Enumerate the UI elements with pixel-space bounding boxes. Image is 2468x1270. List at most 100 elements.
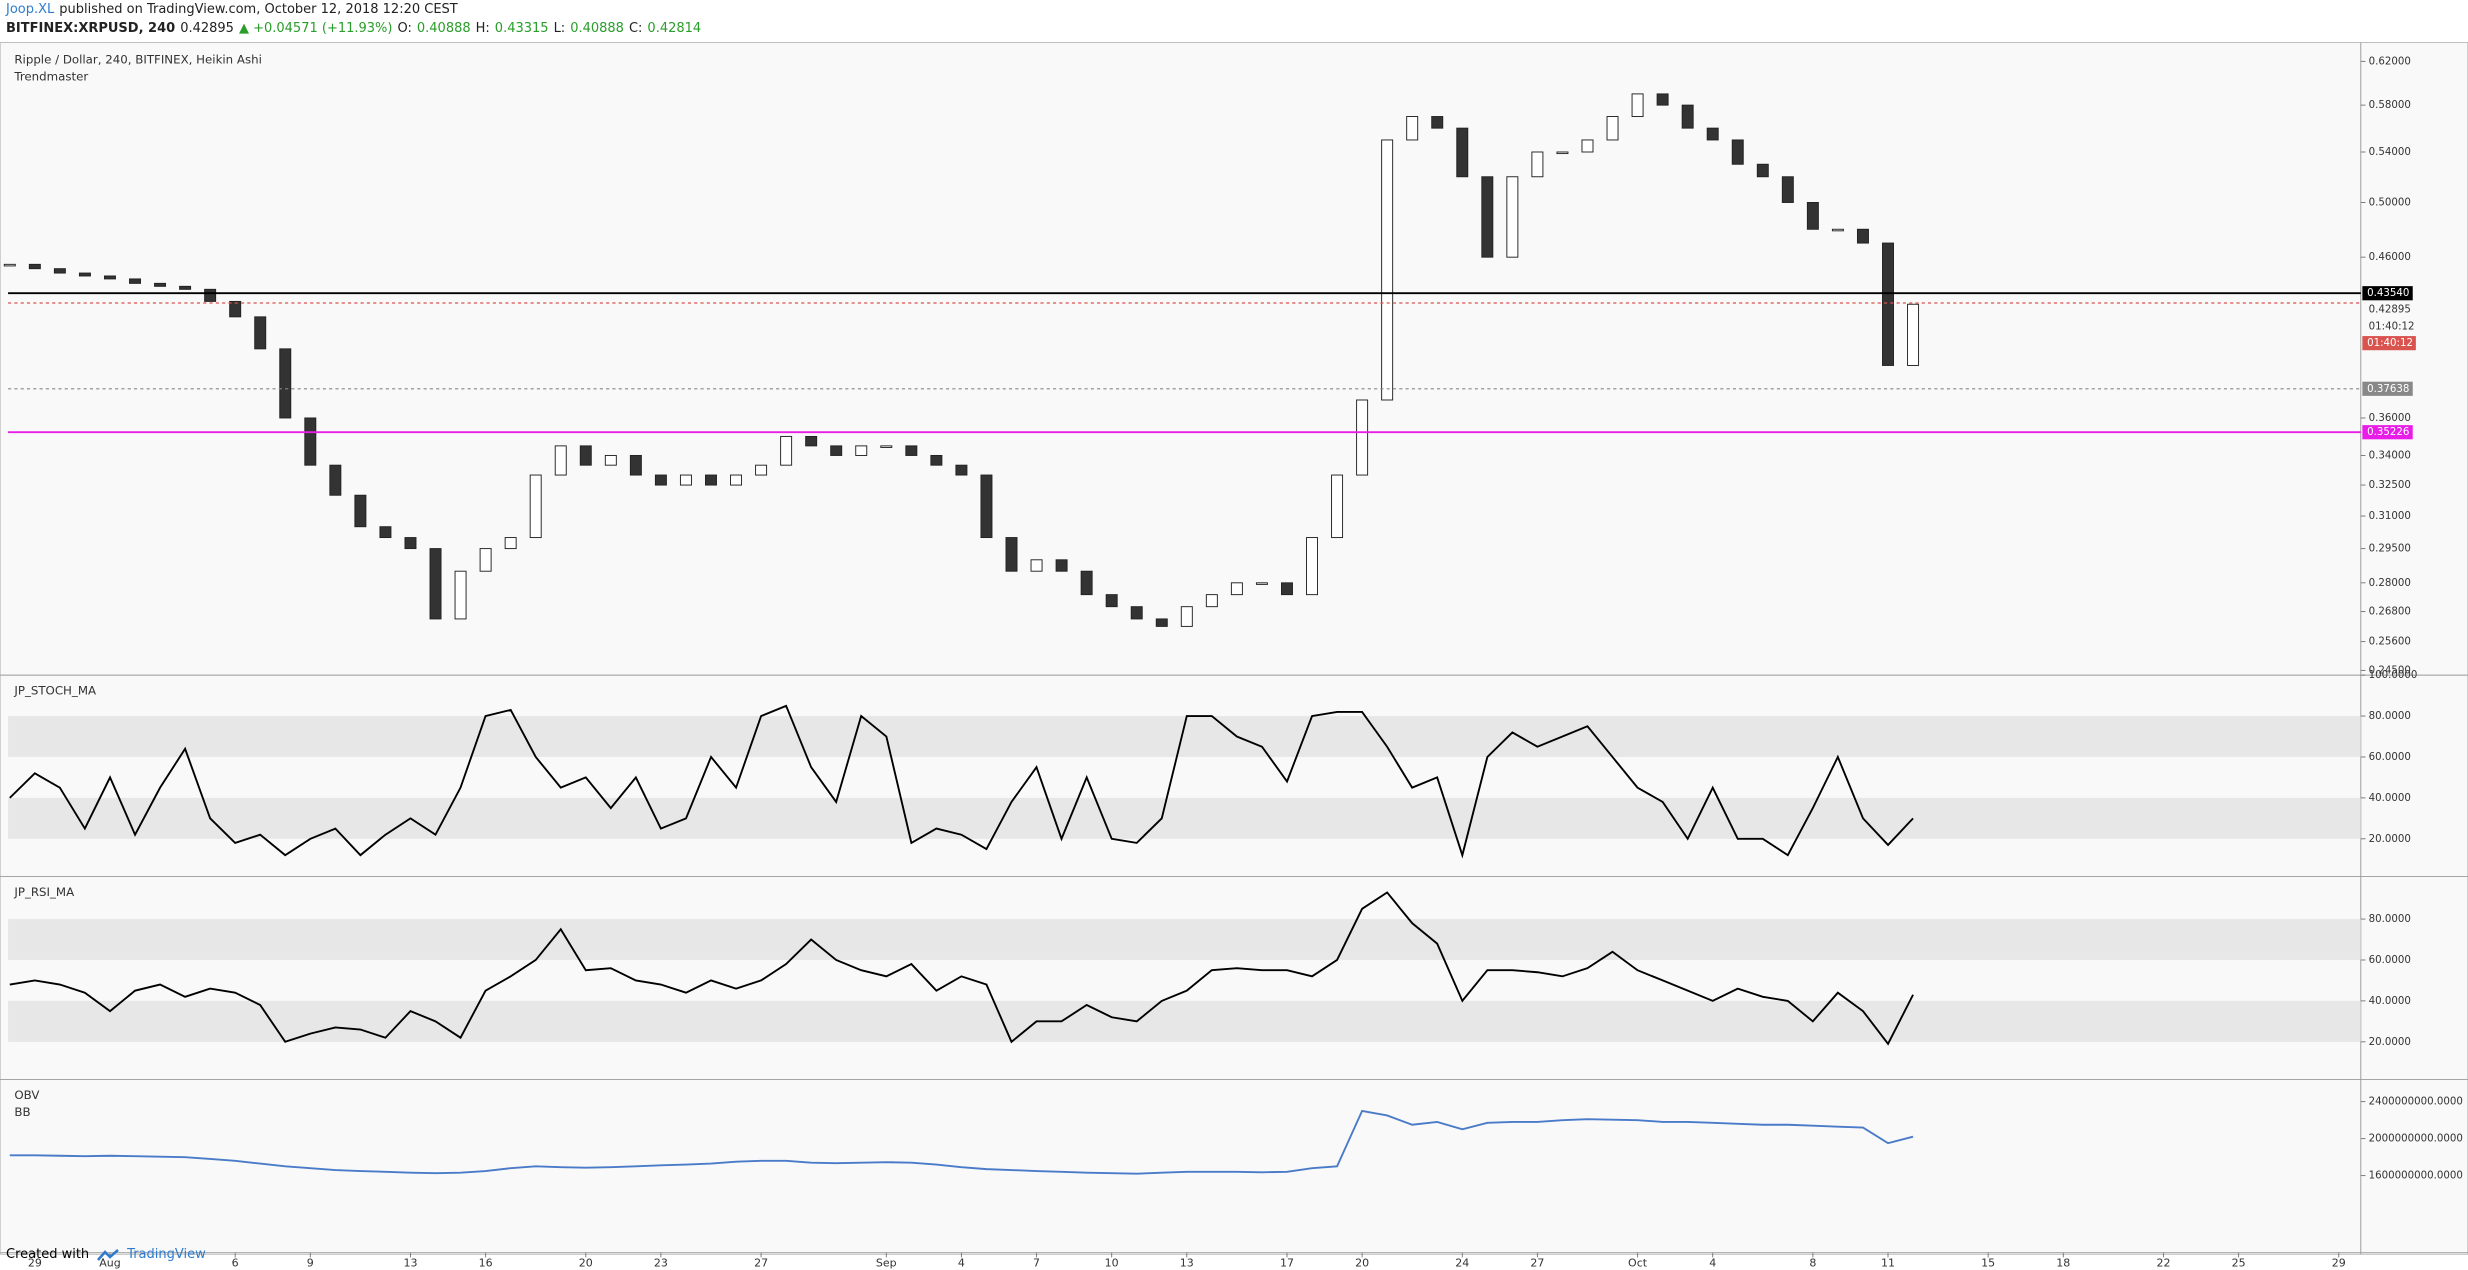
- x-tick-label: 9: [307, 1257, 314, 1270]
- candle: [1706, 127, 1719, 141]
- candle: [204, 288, 217, 302]
- candle: [1080, 570, 1093, 596]
- candle: [179, 285, 192, 290]
- y-tick-label: 80.0000: [2369, 914, 2411, 925]
- candle: [629, 454, 642, 476]
- candle: [830, 445, 843, 456]
- x-tick-label: 4: [958, 1257, 965, 1270]
- ohlc-value: 0.43315: [494, 21, 549, 36]
- y-tick-label: 80.0000: [2369, 711, 2411, 722]
- x-tick-label: 27: [754, 1257, 768, 1270]
- header-line: Joop.XL published on TradingView.com, Oc…: [6, 2, 458, 17]
- y-tick-label: 60.0000: [2369, 955, 2411, 966]
- x-tick-label: 29: [2332, 1257, 2346, 1270]
- candle: [229, 300, 242, 318]
- x-tick-label: 7: [1033, 1257, 1040, 1270]
- created-with: Created with: [6, 1247, 90, 1262]
- candle: [254, 316, 267, 350]
- y-tick-label: 2000000000.0000: [2369, 1134, 2463, 1145]
- indicator-line: [9, 891, 1914, 1046]
- x-tick-label: 22: [2156, 1257, 2170, 1270]
- candle: [379, 526, 392, 539]
- x-tick-label: Sep: [876, 1257, 897, 1270]
- indicator-name: Trendmaster: [13, 70, 88, 84]
- candle: [755, 464, 768, 476]
- candle: [705, 474, 717, 486]
- candle: [429, 548, 442, 620]
- candle: [780, 435, 793, 466]
- candle: [1005, 537, 1018, 572]
- y-tick-label: 1600000000.0000: [2369, 1171, 2463, 1182]
- candle: [529, 474, 542, 539]
- candle: [855, 445, 868, 456]
- change: ▲ +0.04571 (+11.93%): [238, 21, 393, 36]
- candle: [1130, 606, 1143, 620]
- x-tick-label: 27: [1530, 1257, 1544, 1270]
- y-tick-label: 0.34000: [2369, 450, 2411, 461]
- y-tick-label: 0.26800: [2369, 607, 2411, 618]
- candle: [1030, 559, 1043, 572]
- x-tick-label: 25: [2232, 1257, 2246, 1270]
- candle: [1155, 618, 1168, 627]
- y-tick-label: 0.46000: [2369, 252, 2411, 263]
- countdown-label: 01:40:12: [2367, 338, 2413, 349]
- y-tick-label: 0.54000: [2369, 147, 2411, 158]
- y-tick-label: 0.50000: [2369, 197, 2411, 208]
- candle: [404, 537, 417, 550]
- level-label: 0.37638: [2367, 384, 2409, 395]
- candle: [1230, 582, 1243, 596]
- x-tick-label: 29: [28, 1257, 42, 1270]
- y-tick-label: 100.0000: [2369, 670, 2418, 681]
- candle: [955, 464, 968, 476]
- candle: [554, 445, 567, 476]
- candle: [78, 272, 91, 277]
- candle: [579, 445, 592, 466]
- candle: [880, 445, 893, 448]
- candle: [1907, 303, 1920, 366]
- y-tick-label: 0.36000: [2369, 413, 2411, 424]
- candle: [1806, 202, 1819, 230]
- ohlc-key: O:: [397, 21, 412, 36]
- countdown-box: [2362, 336, 2416, 351]
- y-tick-label: 0.31000: [2369, 511, 2411, 522]
- y-tick-label: 20.0000: [2369, 834, 2411, 845]
- last-price: 0.42895: [180, 21, 234, 36]
- y-tick-label: 0.62000: [2369, 56, 2411, 67]
- symbol: BITFINEX:XRPUSD, 240: [6, 21, 176, 36]
- published: published on TradingView.com, October 12…: [59, 2, 458, 17]
- x-tick-label: 10: [1105, 1257, 1119, 1270]
- candle: [304, 417, 317, 466]
- level-box: [2362, 381, 2413, 396]
- candle: [1180, 606, 1193, 627]
- candle: [103, 275, 116, 280]
- x-tick-label: 20: [579, 1257, 593, 1270]
- x-tick-label: 6: [232, 1257, 239, 1270]
- candle: [1656, 93, 1669, 106]
- last-price-label: 0.42895: [2369, 304, 2411, 315]
- candle: [1306, 537, 1318, 596]
- band: [8, 1000, 2361, 1042]
- ohlc-value: 0.40888: [570, 21, 624, 36]
- brand-link[interactable]: TradingView: [127, 1247, 206, 1262]
- countdown: 01:40:12: [2369, 322, 2415, 333]
- x-tick-label: 8: [1809, 1257, 1816, 1270]
- x-tick-label: Aug: [99, 1257, 120, 1270]
- y-tick-label: 20.0000: [2369, 1037, 2411, 1048]
- candle: [479, 548, 492, 572]
- x-tick-label: 16: [479, 1257, 493, 1270]
- ohlc-value: 0.42814: [647, 21, 702, 36]
- candle: [1831, 228, 1844, 232]
- candle: [329, 464, 342, 496]
- x-tick-label: 20: [1355, 1257, 1369, 1270]
- level-label: 0.35226: [2367, 427, 2409, 438]
- candle: [1356, 399, 1369, 476]
- candle: [1531, 151, 1544, 178]
- x-tick-label: Oct: [1628, 1257, 1648, 1270]
- candle: [1381, 139, 1394, 401]
- author-link[interactable]: Joop.XL: [6, 2, 55, 17]
- candle: [1431, 116, 1444, 129]
- indicator-line: [9, 1109, 1914, 1175]
- candle: [1205, 594, 1218, 608]
- indicator-name: BB: [14, 1105, 30, 1119]
- candle: [28, 263, 41, 270]
